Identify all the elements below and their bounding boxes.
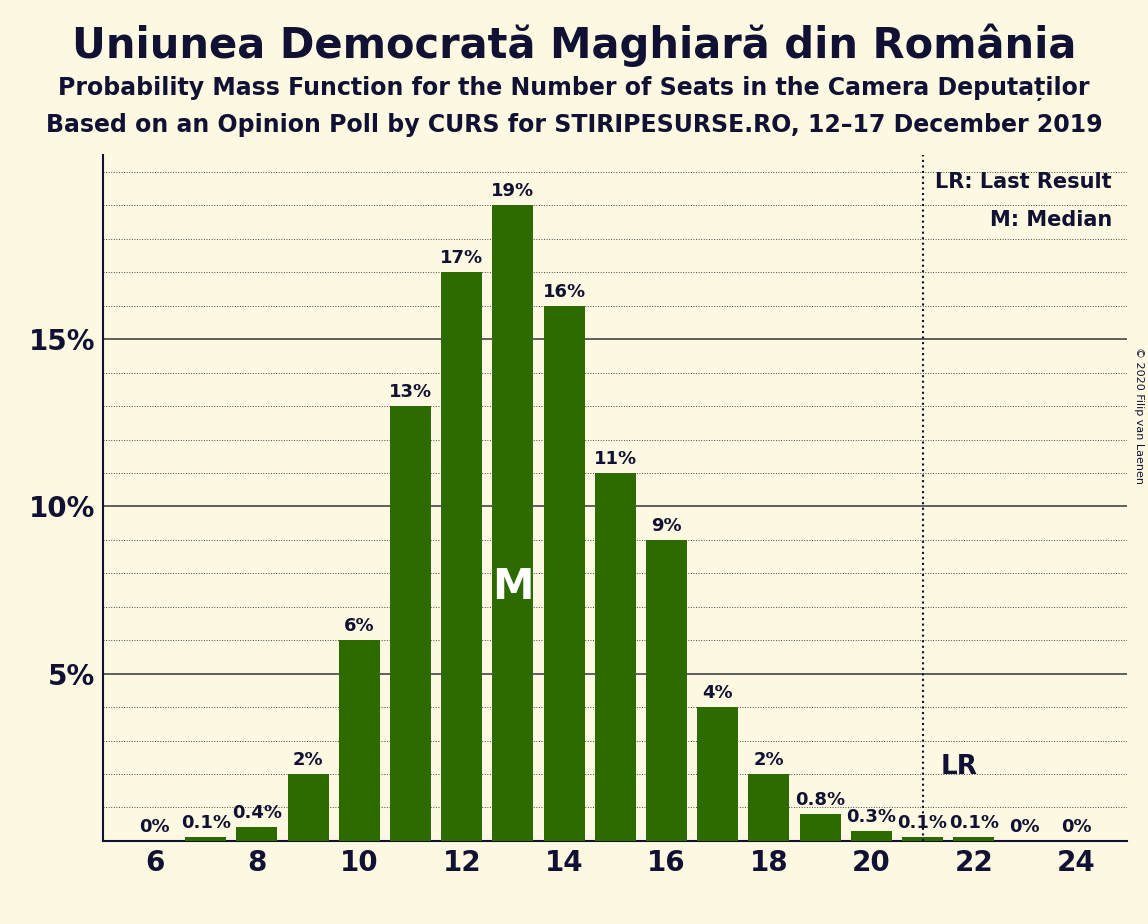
Bar <box>646 540 687 841</box>
Bar <box>390 406 430 841</box>
Bar <box>185 837 226 841</box>
Text: LR: LR <box>940 754 977 780</box>
Bar <box>902 837 943 841</box>
Bar <box>288 774 328 841</box>
Text: 0%: 0% <box>1009 818 1040 836</box>
Text: © 2020 Filip van Laenen: © 2020 Filip van Laenen <box>1134 347 1143 484</box>
Text: M: Median: M: Median <box>990 210 1112 230</box>
Text: Probability Mass Function for the Number of Seats in the Camera Deputaților: Probability Mass Function for the Number… <box>59 76 1089 101</box>
Bar <box>236 828 278 841</box>
Bar <box>800 814 840 841</box>
Bar <box>595 473 636 841</box>
Text: LR: Last Result: LR: Last Result <box>936 173 1112 192</box>
Text: 9%: 9% <box>651 517 682 535</box>
Text: 16%: 16% <box>543 283 585 300</box>
Text: 0.8%: 0.8% <box>796 791 845 809</box>
Bar <box>851 831 892 841</box>
Text: 6%: 6% <box>344 617 374 635</box>
Text: 4%: 4% <box>703 684 734 702</box>
Text: Based on an Opinion Poll by CURS for STIRIPESURSE.RO, 12–17 December 2019: Based on an Opinion Poll by CURS for STI… <box>46 113 1102 137</box>
Text: 0.1%: 0.1% <box>948 814 999 833</box>
Text: 0.4%: 0.4% <box>232 805 282 822</box>
Text: 2%: 2% <box>293 751 324 769</box>
Text: 0.3%: 0.3% <box>846 808 897 826</box>
Text: 0.1%: 0.1% <box>180 814 231 833</box>
Text: 2%: 2% <box>753 751 784 769</box>
Bar <box>748 774 790 841</box>
Text: 0.1%: 0.1% <box>898 814 947 833</box>
Bar <box>544 306 584 841</box>
Text: 19%: 19% <box>491 182 535 201</box>
Text: 0%: 0% <box>1061 818 1092 836</box>
Bar <box>492 205 534 841</box>
Text: 11%: 11% <box>594 450 637 468</box>
Bar <box>953 837 994 841</box>
Bar <box>697 707 738 841</box>
Bar <box>441 273 482 841</box>
Text: 0%: 0% <box>139 818 170 836</box>
Text: M: M <box>492 565 534 608</box>
Text: Uniunea Democrată Maghiară din România: Uniunea Democrată Maghiară din România <box>72 23 1076 67</box>
Text: 17%: 17% <box>440 249 483 267</box>
Bar <box>339 640 380 841</box>
Text: 13%: 13% <box>389 383 432 401</box>
